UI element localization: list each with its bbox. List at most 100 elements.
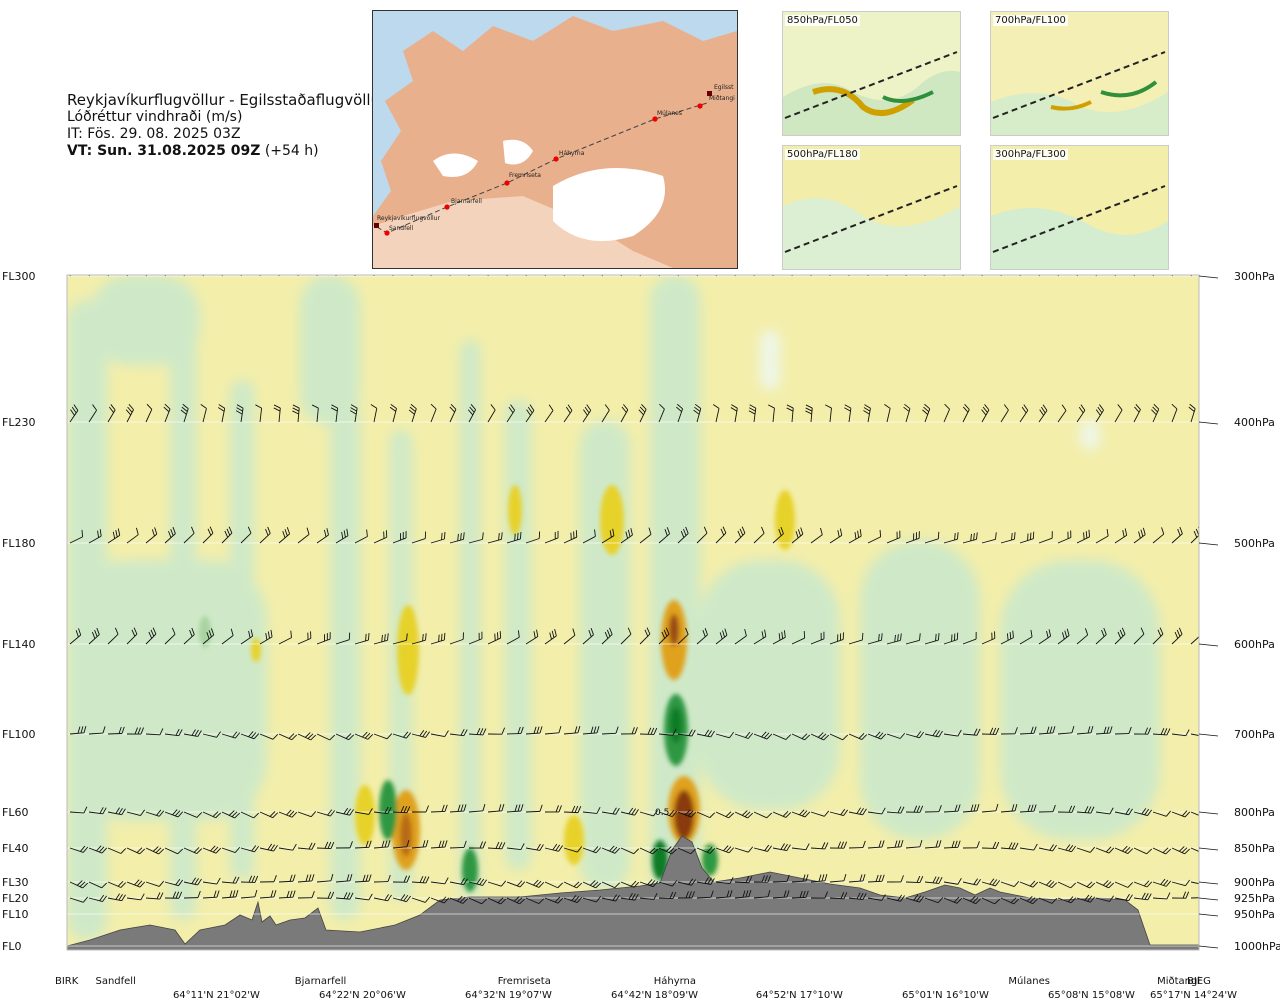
wind-barb bbox=[943, 840, 961, 849]
wind-barb bbox=[1000, 897, 1020, 905]
wind-barb bbox=[449, 275, 451, 277]
wind-barb bbox=[316, 733, 336, 741]
wind-barb bbox=[715, 877, 734, 885]
wind-barb bbox=[1038, 404, 1048, 423]
wind-barb bbox=[677, 847, 697, 855]
wind-barb bbox=[563, 805, 582, 814]
plot-frame bbox=[66, 274, 1200, 951]
wind-barbs bbox=[69, 275, 1199, 905]
wind-barb bbox=[126, 809, 146, 816]
wind-barb bbox=[107, 404, 116, 423]
pressure-tick bbox=[1198, 897, 1219, 901]
wind-barb bbox=[677, 729, 696, 737]
wind-barb bbox=[1095, 726, 1113, 735]
wind-barb bbox=[468, 803, 486, 813]
wind-barb bbox=[145, 892, 164, 900]
wind-barb bbox=[544, 881, 564, 889]
wind-barb bbox=[373, 633, 389, 645]
wind-barb bbox=[886, 806, 905, 814]
wind-barb bbox=[525, 897, 545, 905]
wind-barb bbox=[886, 633, 902, 645]
wind-barb bbox=[1038, 897, 1058, 904]
station-label: BIEG bbox=[1187, 976, 1211, 987]
wind-barb bbox=[981, 803, 999, 813]
wind-barb bbox=[467, 404, 477, 423]
wind-barb bbox=[202, 811, 222, 819]
wind-barb bbox=[525, 879, 545, 888]
wind-barb bbox=[677, 878, 696, 886]
wind-barb bbox=[221, 846, 241, 854]
wind-barb bbox=[563, 846, 583, 853]
wind-barb bbox=[316, 873, 334, 883]
wind-barb bbox=[525, 404, 535, 423]
wind-barb bbox=[810, 631, 825, 645]
wind-barb bbox=[164, 728, 183, 737]
wind-barb bbox=[430, 840, 448, 849]
wind-barb bbox=[639, 892, 658, 900]
wind-barb bbox=[677, 526, 689, 544]
wind-barb bbox=[411, 876, 430, 884]
wind-barb bbox=[734, 876, 753, 884]
wind-barb bbox=[791, 631, 806, 645]
wind-barb bbox=[886, 732, 906, 739]
wind-barb bbox=[107, 528, 121, 544]
wind-barb bbox=[316, 891, 335, 899]
station-label: Bjarnarfell bbox=[295, 976, 347, 987]
wind-barb bbox=[487, 275, 489, 277]
wind-barb bbox=[373, 840, 391, 849]
pressure-level-label: 950hPa bbox=[1234, 908, 1275, 921]
wind-barb bbox=[829, 841, 848, 849]
wind-barb bbox=[1057, 530, 1072, 544]
wind-barb bbox=[1133, 727, 1152, 735]
wind-barb bbox=[88, 881, 108, 889]
wind-barb bbox=[1019, 843, 1038, 851]
wind-barb bbox=[639, 527, 652, 544]
thumbnail-700hpa[interactable]: 700hPa/FL100 bbox=[990, 11, 1169, 136]
wind-barb bbox=[601, 807, 620, 815]
wind-barb bbox=[525, 843, 544, 851]
wind-barb bbox=[791, 527, 804, 544]
wind-barb bbox=[829, 632, 844, 645]
wind-barb bbox=[848, 733, 868, 740]
thumbnail-label: 300hPa/FL300 bbox=[993, 149, 1068, 160]
wind-barb bbox=[943, 896, 963, 904]
wind-barb bbox=[335, 874, 353, 883]
wind-barb bbox=[126, 879, 146, 888]
thumbnail-300hpa[interactable]: 300hPa/FL300 bbox=[990, 145, 1169, 270]
wind-barb bbox=[1076, 726, 1094, 735]
wind-barb bbox=[772, 843, 791, 852]
wind-barb bbox=[506, 896, 526, 905]
wind-barb bbox=[924, 876, 943, 884]
thumbnail-850hpa[interactable]: 850hPa/FL050 bbox=[782, 11, 961, 136]
wind-barb bbox=[525, 726, 543, 735]
wind-barb bbox=[1095, 404, 1104, 423]
wind-barb bbox=[715, 845, 735, 854]
wind-barb bbox=[278, 733, 298, 741]
wind-barb bbox=[1038, 804, 1056, 813]
wind-barb bbox=[411, 896, 431, 903]
flight-level-label: FL60 bbox=[2, 806, 28, 819]
wind-barb bbox=[1019, 896, 1039, 905]
wind-barb bbox=[1114, 627, 1126, 645]
wind-barb bbox=[392, 633, 408, 645]
wind-barb bbox=[449, 632, 464, 645]
wind-barb bbox=[297, 275, 299, 277]
wind-barb bbox=[829, 733, 849, 741]
wind-barb bbox=[1133, 880, 1153, 888]
wind-barb bbox=[810, 891, 828, 899]
wind-barb bbox=[506, 804, 524, 813]
wind-barb bbox=[88, 845, 108, 854]
wind-barb bbox=[734, 731, 754, 739]
wind-barb bbox=[753, 811, 773, 819]
thumbnail-500hpa[interactable]: 500hPa/FL180 bbox=[782, 145, 961, 270]
wind-barb bbox=[810, 810, 830, 817]
wind-barb bbox=[1152, 727, 1171, 736]
wind-barb bbox=[330, 404, 339, 423]
wind-barb bbox=[335, 275, 337, 277]
wind-barb bbox=[392, 875, 411, 883]
wind-barb bbox=[677, 627, 689, 645]
thumbnail-300-map bbox=[991, 146, 1168, 269]
pressure-level-label: 700hPa bbox=[1234, 728, 1275, 741]
wind-barb bbox=[88, 807, 107, 815]
